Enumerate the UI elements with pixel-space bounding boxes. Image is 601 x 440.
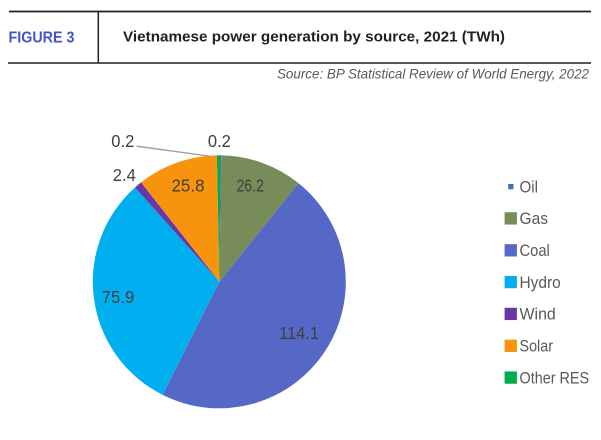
svg-text:0.2: 0.2 [111, 131, 134, 151]
svg-text:Solar: Solar [520, 337, 554, 356]
svg-text:Gas: Gas [520, 209, 549, 228]
svg-text:Vietnamese power generation by: Vietnamese power generation by source, 2… [123, 28, 505, 45]
svg-text:Source: BP Statistical Review: Source: BP Statistical Review of World E… [277, 65, 589, 81]
svg-text:Oil: Oil [520, 177, 539, 196]
svg-text:0.2: 0.2 [208, 131, 231, 151]
svg-text:Coal: Coal [520, 241, 550, 260]
svg-text:114.1: 114.1 [279, 323, 319, 343]
svg-text:25.8: 25.8 [172, 175, 205, 195]
svg-text:2.4: 2.4 [113, 165, 136, 185]
svg-text:Other RES: Other RES [520, 368, 590, 387]
svg-text:75.9: 75.9 [102, 287, 135, 307]
svg-text:FIGURE 3: FIGURE 3 [9, 29, 75, 46]
svg-text:Hydro: Hydro [520, 273, 561, 292]
svg-text:Wind: Wind [520, 305, 556, 324]
svg-text:26.2: 26.2 [236, 176, 264, 196]
